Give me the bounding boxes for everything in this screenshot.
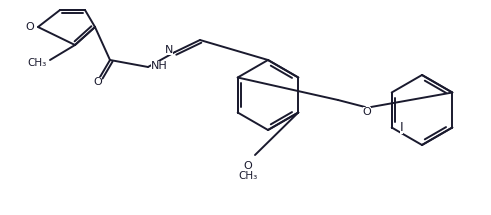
Text: O: O [94,77,103,87]
Text: O: O [363,107,371,117]
Text: O: O [244,161,252,171]
Text: NH: NH [151,61,168,71]
Text: CH₃: CH₃ [28,58,47,68]
Text: CH₃: CH₃ [238,171,258,181]
Text: I: I [400,121,403,134]
Text: O: O [25,22,34,32]
Text: N: N [164,45,173,55]
